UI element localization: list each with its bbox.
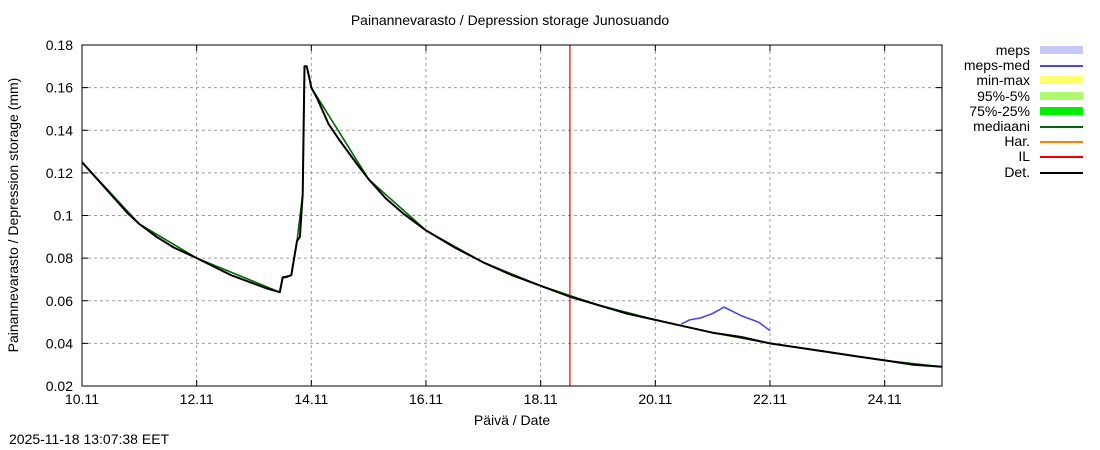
legend-swatch	[1040, 106, 1083, 115]
legend-item-min-max: min-max	[944, 73, 1094, 88]
legend-swatch	[1040, 156, 1083, 159]
legend-item-meps-med: meps-med	[944, 58, 1094, 73]
x-tick-label: 16.11	[409, 391, 443, 407]
x-tick-label: 14.11	[294, 391, 328, 407]
grid-lines	[82, 45, 942, 386]
x-tick-label: 22.11	[753, 391, 787, 407]
legend: meps meps-med min-max 95%-5% 75%-25% med…	[944, 43, 1094, 180]
legend-item-det: Det.	[944, 164, 1094, 180]
y-tick-label: 0.18	[46, 37, 73, 53]
legend-swatch	[1040, 141, 1083, 144]
legend-swatch	[1040, 171, 1083, 174]
legend-item-mediaani: mediaani	[944, 118, 1094, 134]
y-tick-label: 0.14	[46, 122, 73, 138]
legend-item-har: Har.	[944, 134, 1094, 149]
y-tick-label: 0.04	[46, 335, 73, 351]
series-meps-med	[680, 306, 771, 332]
x-tick-label: 18.11	[524, 391, 558, 407]
axis-ticks: 0.02 0.04 0.06 0.08 0.1 0.12 0.14 0.16 0.18 10.11…	[46, 37, 942, 407]
x-tick-label: 12.11	[180, 391, 214, 407]
series-mediaani	[81, 65, 943, 368]
x-tick-label: 20.11	[638, 391, 672, 407]
legend-item-meps: meps	[944, 43, 1094, 58]
y-tick-label: 0.02	[46, 378, 73, 394]
legend-swatch	[1040, 125, 1083, 128]
data-series	[81, 45, 943, 386]
timestamp: 2025-11-18 13:07:38 EET	[9, 431, 170, 447]
legend-item-95-5: 95%-5%	[944, 88, 1094, 104]
legend-swatch	[1040, 46, 1083, 54]
y-tick-label: 0.12	[46, 165, 73, 181]
x-axis-label: Päivä / Date	[473, 412, 551, 428]
chart-title: Painannevarasto / Depression storage Jun…	[350, 12, 670, 28]
x-tick-label: 10.11	[65, 391, 99, 407]
legend-swatch	[1040, 76, 1083, 85]
legend-swatch	[1040, 65, 1083, 68]
y-tick-label: 0.08	[46, 250, 73, 266]
y-axis-label: Painannevarasto / Depression storage (mm…	[5, 77, 21, 353]
y-tick-label: 0.06	[46, 293, 73, 309]
legend-item-il: IL	[944, 149, 1094, 164]
legend-swatch	[1040, 91, 1083, 100]
legend-item-75-25: 75%-25%	[944, 103, 1094, 119]
x-tick-label: 24.11	[868, 391, 902, 407]
y-tick-label: 0.16	[46, 80, 73, 96]
y-tick-label: 0.1	[54, 208, 74, 224]
series-det	[81, 65, 943, 368]
